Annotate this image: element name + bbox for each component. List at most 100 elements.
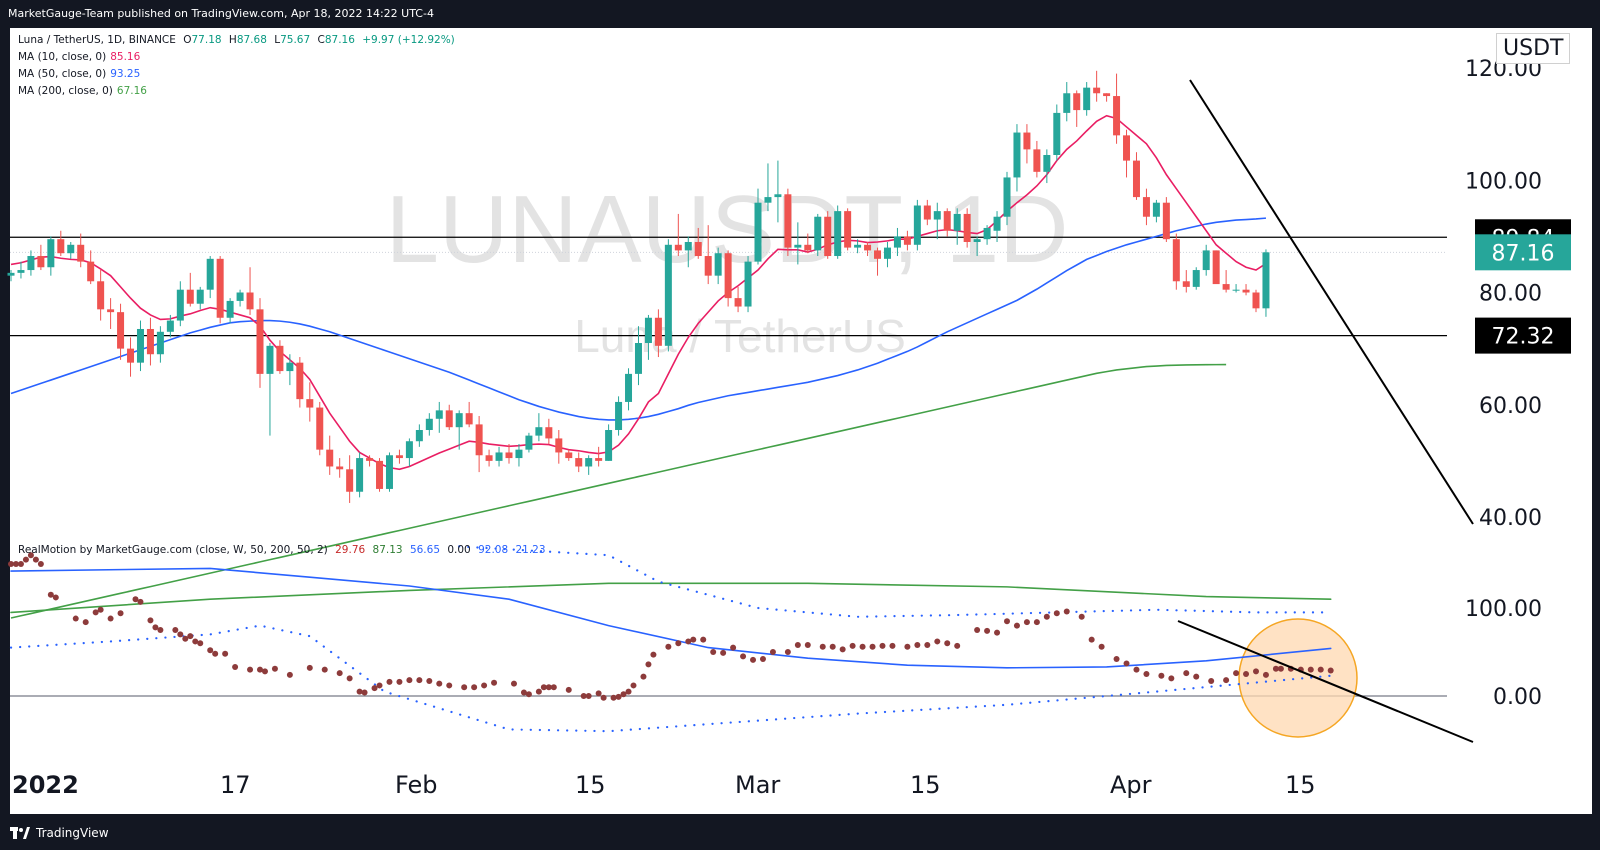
indicator-dot (784, 649, 791, 655)
indicator-dot (222, 650, 229, 657)
indicator-value-6: 21.23 (515, 544, 546, 556)
ma50-legend[interactable]: MA (50, close, 0) 93.25 (18, 68, 144, 80)
time-tick-label: Mar (735, 771, 780, 799)
candle-body (714, 253, 722, 276)
time-tick-label: 15 (575, 771, 606, 799)
tradingview-logo: TradingView (10, 826, 109, 840)
indicator-dot (914, 641, 921, 648)
candle-body (326, 449, 334, 467)
indicator-dot (192, 638, 199, 645)
candle-body (415, 430, 423, 442)
indicator-dot (1143, 671, 1150, 677)
candle-body (634, 343, 642, 374)
candle-body (575, 458, 583, 467)
currency-button[interactable]: USDT (1496, 33, 1571, 64)
ohlc-high: H87.68 (228, 34, 267, 46)
ohlc-low: L75.67 (274, 34, 311, 46)
indicator-dot (535, 688, 542, 695)
indicator-dot (321, 666, 328, 673)
indicator-value-2: 87.13 (372, 544, 403, 556)
indicator-dot (1277, 665, 1284, 672)
candle-body (87, 261, 95, 282)
candle-body (445, 410, 453, 428)
indicator-dot (247, 666, 254, 673)
candle-body (923, 205, 931, 220)
indicator-dot (157, 627, 164, 633)
candle-body (913, 205, 921, 245)
ma10-legend[interactable]: MA (10, close, 0) 85.16 (18, 51, 144, 63)
candle-body (893, 236, 901, 248)
indicator-dot (650, 651, 657, 658)
indicator-dot (406, 677, 413, 684)
ma200-legend[interactable]: MA (200, close, 0) 67.16 (18, 85, 151, 97)
ma50-value: 93.25 (110, 68, 141, 80)
candle-body (774, 194, 782, 198)
time-axis[interactable]: 2022 17 Feb 15 Mar 15 Apr 15 (12, 771, 1316, 799)
symbol-legend[interactable]: Luna / TetherUS, 1D, BINANCE O77.18 H87.… (18, 34, 459, 46)
price-tick-label: 60.00 (1479, 394, 1542, 419)
indicator-value-3: 56.65 (409, 544, 440, 556)
indicator-dot (1123, 660, 1130, 667)
candle-body (684, 241, 692, 251)
indicator-dot (471, 684, 478, 691)
indicator-dot (117, 610, 124, 617)
indicator-dot (730, 644, 737, 651)
indicator-dot (97, 606, 104, 613)
indicator-legend[interactable]: RealMotion by MarketGauge.com (close, W,… (18, 544, 550, 556)
indicator-blue-line (10, 567, 1332, 669)
candle-body (1003, 177, 1011, 217)
candle-body (854, 244, 862, 248)
candle-body (1053, 112, 1061, 155)
published-text: MarketGauge-Team published on TradingVie… (8, 7, 434, 20)
indicator-dot (82, 619, 89, 626)
candle-body (1222, 284, 1230, 290)
indicator-dot (769, 649, 776, 655)
candle-body (754, 202, 762, 262)
indicator-green-line (10, 582, 1332, 614)
candle-body (1103, 93, 1111, 97)
ohlc-change: +9.97 (+12.92%) (362, 34, 455, 46)
candle-body (545, 427, 553, 439)
indicator-dot (396, 678, 403, 685)
candle-body (744, 261, 752, 307)
candle-body (1013, 132, 1021, 178)
candle-body (864, 244, 872, 251)
candle-body (485, 455, 493, 461)
indicator-dot (690, 636, 697, 643)
indicator-dot (232, 663, 239, 670)
indicator-dot (22, 556, 29, 563)
indicator-dot (1253, 668, 1259, 675)
indicator-value-1: 29.76 (335, 544, 366, 556)
indicator-dot (1078, 613, 1085, 620)
ma200-line (10, 363, 1227, 619)
indicator-dot (1168, 675, 1175, 682)
price-trend-line (1189, 79, 1474, 525)
candle-body (903, 236, 911, 245)
candle-body (555, 438, 563, 453)
candle-body (336, 466, 344, 470)
price-tick-label: 40.00 (1479, 506, 1542, 531)
candle-body (525, 435, 533, 450)
candle-body (1202, 250, 1210, 271)
candle-body (764, 197, 772, 203)
indicator-dot (640, 673, 647, 680)
indicator-axis[interactable]: 100.00 0.00 (1465, 597, 1542, 710)
indicator-dot (675, 640, 682, 647)
candle-body (176, 289, 184, 321)
candle-body (515, 449, 523, 459)
time-tick-label: 15 (1285, 771, 1316, 799)
indicator-dot (177, 631, 184, 638)
candle-body (1132, 160, 1140, 198)
candle-body (246, 292, 254, 310)
indicator-dot (1233, 670, 1240, 677)
indicator-dot (257, 666, 263, 673)
indicator-dot (720, 649, 727, 656)
price-axis[interactable]: 120.00100.0080.0060.0040.0089.8487.1672.… (1465, 57, 1571, 531)
indicator-dot (615, 693, 622, 700)
indicator-dot (12, 561, 19, 567)
candle-body (266, 345, 274, 374)
candle-body (814, 216, 822, 251)
indicator-dot (1023, 619, 1030, 626)
candle-body (1172, 239, 1180, 282)
